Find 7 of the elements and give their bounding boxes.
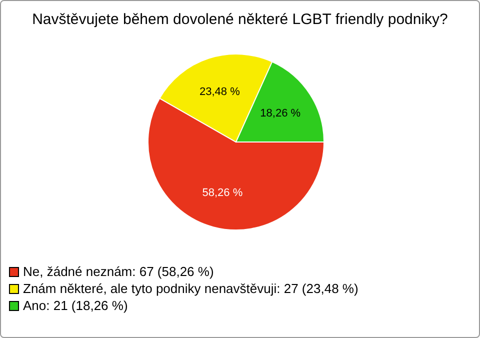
data-label: 23,48 % [199,86,240,98]
data-label: 18,26 % [260,107,301,120]
legend-label: Ne, žádné neznám: 67 (58,26 %) [23,263,214,280]
legend-label: Ano: 21 (18,26 %) [23,297,128,314]
legend-label: Znám některé, ale tyto podniky nenavštěvuji: 27 (23,48 %) [23,280,358,297]
chart-title: Navštěvujete během dovolené některé LGBT friendly podniky? [31,11,449,28]
data-label: 58,26 % [202,187,243,200]
